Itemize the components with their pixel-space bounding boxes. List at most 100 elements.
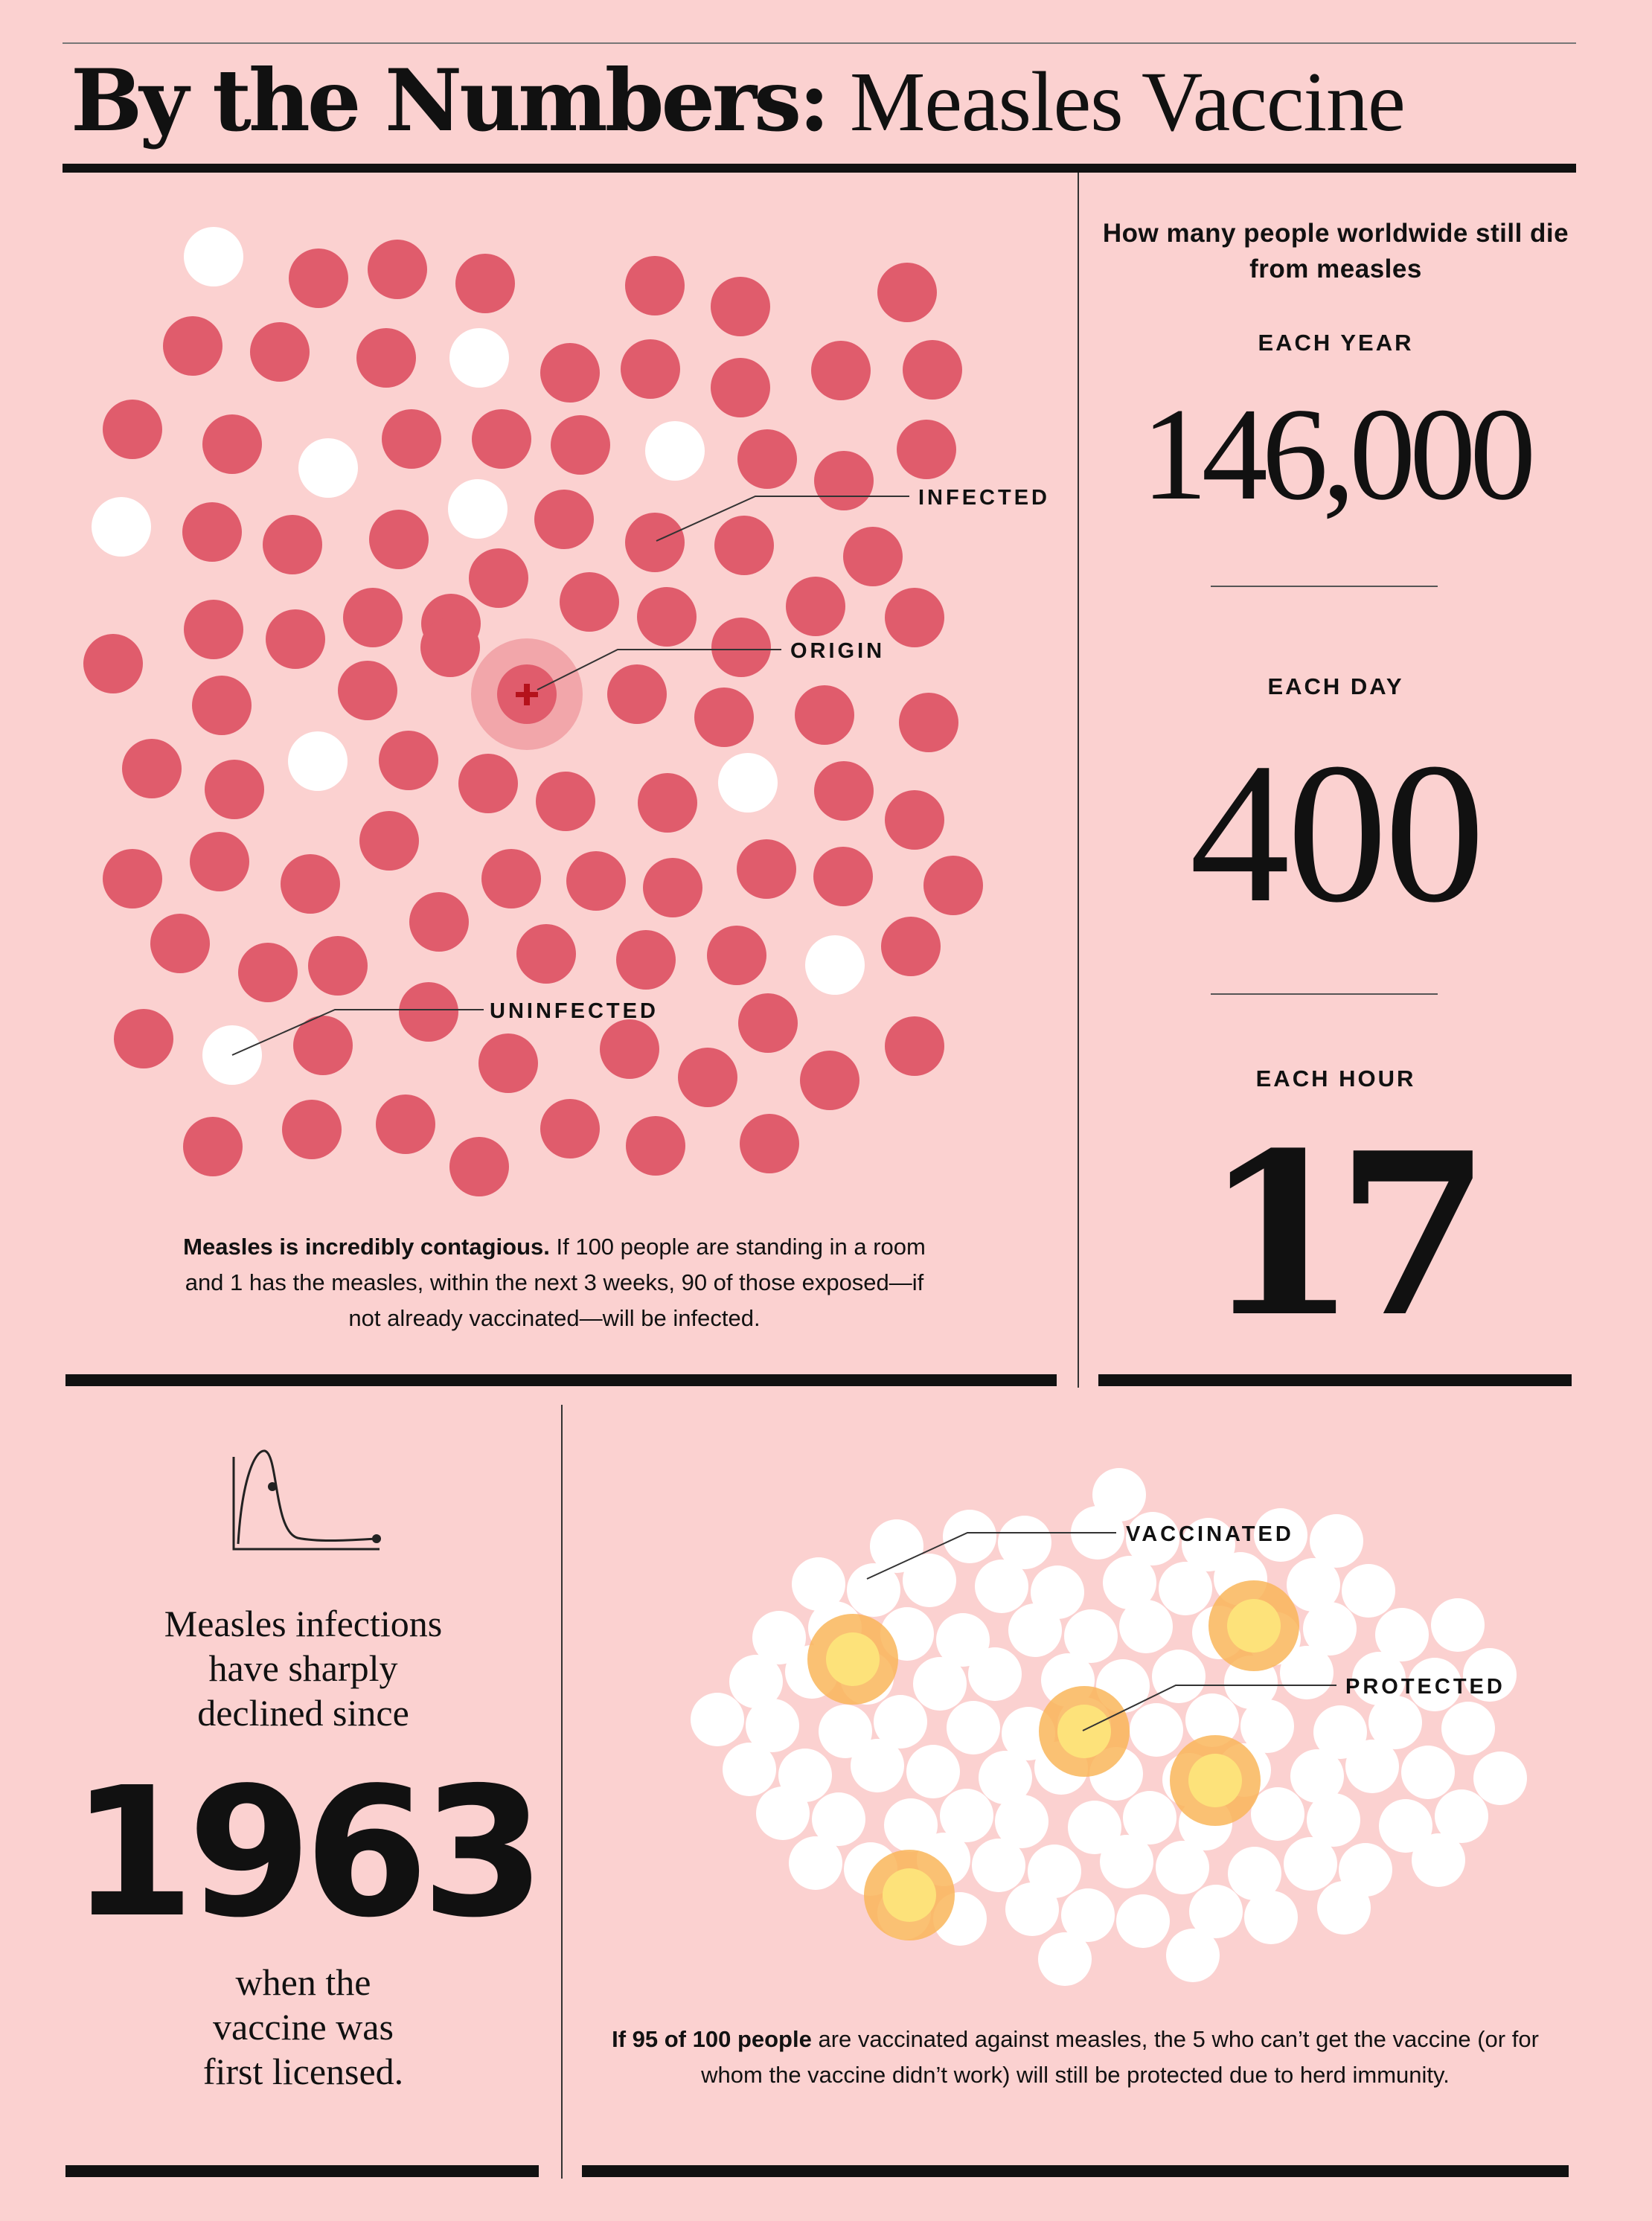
infected-person-dot: [420, 618, 480, 677]
contagion-callouts: INFECTED ORIGIN UNINFECTED: [231, 486, 1050, 1056]
vaccinated-person-dot: [1473, 1752, 1527, 1805]
protected-person-dot: [883, 1868, 936, 1922]
each-year-label: EACH YEAR: [1258, 330, 1414, 356]
infected-person-dot: [711, 618, 771, 677]
infected-person-dot: [814, 761, 874, 821]
infected-person-dot: [338, 661, 397, 720]
page-title: By the Numbers: Measles Vaccine: [71, 52, 1581, 149]
infected-person-dot: [625, 256, 685, 315]
decline-curve: [237, 1449, 377, 1545]
infected-person-dot: [843, 527, 903, 586]
infected-person-dot: [122, 739, 182, 798]
vaccinated-person-dot: [746, 1699, 799, 1752]
infected-person-dot: [163, 316, 222, 376]
contagion-caption-bold: Measles is incredibly contagious.: [183, 1234, 550, 1260]
vaccinated-person-dot: [1408, 1658, 1461, 1711]
infected-person-dot: [643, 858, 702, 917]
infected-person-dot: [795, 685, 854, 745]
vaccinated-leader-line: [866, 1532, 1116, 1580]
protected-label: PROTECTED: [1345, 1675, 1505, 1699]
uninfected-person-dot: [449, 328, 509, 388]
mid-rule-right: [1098, 1374, 1572, 1386]
vaccinated-person-dot: [1412, 1833, 1465, 1887]
infected-person-dot: [469, 548, 528, 608]
infected-person-dot: [714, 516, 774, 575]
decline-curve-icon: [232, 1449, 381, 1551]
vaccinated-person-dot: [1123, 1791, 1176, 1845]
vaccinated-person-dot: [1159, 1562, 1212, 1615]
infected-person-dot: [711, 277, 770, 336]
vaccinated-person-dot: [1345, 1740, 1399, 1793]
vaccinated-person-dot: [998, 1516, 1051, 1569]
infected-person-dot: [455, 254, 515, 313]
origin-label: ORIGIN: [790, 639, 885, 663]
contagion-caption: Measles is incredibly contagious. If 100…: [167, 1229, 941, 1336]
infected-person-dot: [800, 1051, 859, 1110]
infected-person-dot: [923, 856, 983, 915]
infected-person-dot: [885, 588, 944, 647]
title-light: Measles Vaccine: [850, 54, 1406, 149]
uninfected-person-dot: [645, 421, 705, 481]
vaccinated-person-dot: [1061, 1888, 1115, 1942]
vaccinated-person-dot: [1240, 1699, 1294, 1753]
infected-person-dot: [625, 513, 685, 572]
infected-person-dot: [740, 1114, 799, 1173]
vaccinated-person-dot: [1303, 1602, 1357, 1656]
infected-person-dot: [472, 409, 531, 469]
decline-text-top: Measles infections have sharply declined…: [164, 1603, 443, 1734]
infected-person-dot: [289, 249, 348, 308]
infected-person-dot: [282, 1100, 342, 1159]
infected-person-dot: [694, 688, 754, 747]
vaccinated-person-dot: [756, 1786, 810, 1840]
infected-person-dot: [399, 982, 458, 1042]
infected-person-dot: [814, 451, 874, 510]
vaccinated-person-dot: [1310, 1514, 1363, 1568]
vaccinated-person-dot: [812, 1792, 865, 1846]
infected-person-dot: [897, 420, 956, 479]
vertical-divider-top: [1078, 173, 1079, 1388]
vaccinated-person-dot: [1038, 1932, 1092, 1986]
uninfected-leader-line: [231, 1009, 484, 1056]
infected-person-dot: [737, 429, 797, 489]
infected-person-dot: [458, 754, 518, 813]
uninfected-label: UNINFECTED: [490, 999, 659, 1023]
infected-person-dot: [560, 572, 619, 632]
vaccinated-person-dot: [1431, 1598, 1485, 1652]
infected-person-dot: [184, 600, 243, 659]
infected-person-dot: [738, 993, 798, 1053]
each-day-label: EACH DAY: [1267, 673, 1404, 699]
top-thin-rule: [63, 42, 1576, 44]
infected-person-dot: [192, 676, 252, 735]
herd-caption-bold: If 95 of 100 people: [612, 2026, 812, 2052]
protected-person-dot: [1188, 1754, 1242, 1807]
infected-person-dot: [359, 811, 419, 871]
stat-divider-1: [1211, 586, 1438, 587]
infected-person-dot: [813, 847, 873, 906]
vaccinated-person-dot: [972, 1839, 1025, 1892]
uninfected-person-dot: [92, 497, 151, 557]
infected-person-dot: [293, 1016, 353, 1075]
infected-person-dot: [202, 414, 262, 474]
stat-divider-2: [1211, 993, 1438, 995]
vaccinated-person-dot: [1005, 1882, 1059, 1936]
vertical-divider-bottom: [561, 1405, 563, 2179]
contagion-caption-text: If 100 people are standing in a room and…: [185, 1234, 926, 1331]
vaccinated-person-dot: [913, 1657, 967, 1711]
vaccinated-person-dot: [1126, 1512, 1179, 1565]
infected-label: INFECTED: [918, 486, 1050, 510]
vaccinated-person-dot: [1182, 1518, 1235, 1571]
infected-person-dot: [250, 322, 310, 382]
decline-curve-end: [372, 1534, 381, 1543]
decline-curve-point: [268, 1482, 277, 1491]
infected-person-dot: [678, 1048, 737, 1107]
vaccinated-person-dot: [1254, 1508, 1307, 1562]
infected-person-dot: [103, 849, 162, 908]
vaccinated-person-dot: [940, 1789, 993, 1842]
bottom-rule-right: [582, 2165, 1569, 2177]
vaccinated-person-dot: [1401, 1746, 1455, 1799]
vaccinated-person-dot: [1313, 1705, 1367, 1759]
bottom-rule-left: [65, 2165, 539, 2177]
decline-text-bottom: when the vaccine was first licensed.: [202, 1961, 404, 2092]
vaccinated-person-dot: [1119, 1600, 1173, 1653]
